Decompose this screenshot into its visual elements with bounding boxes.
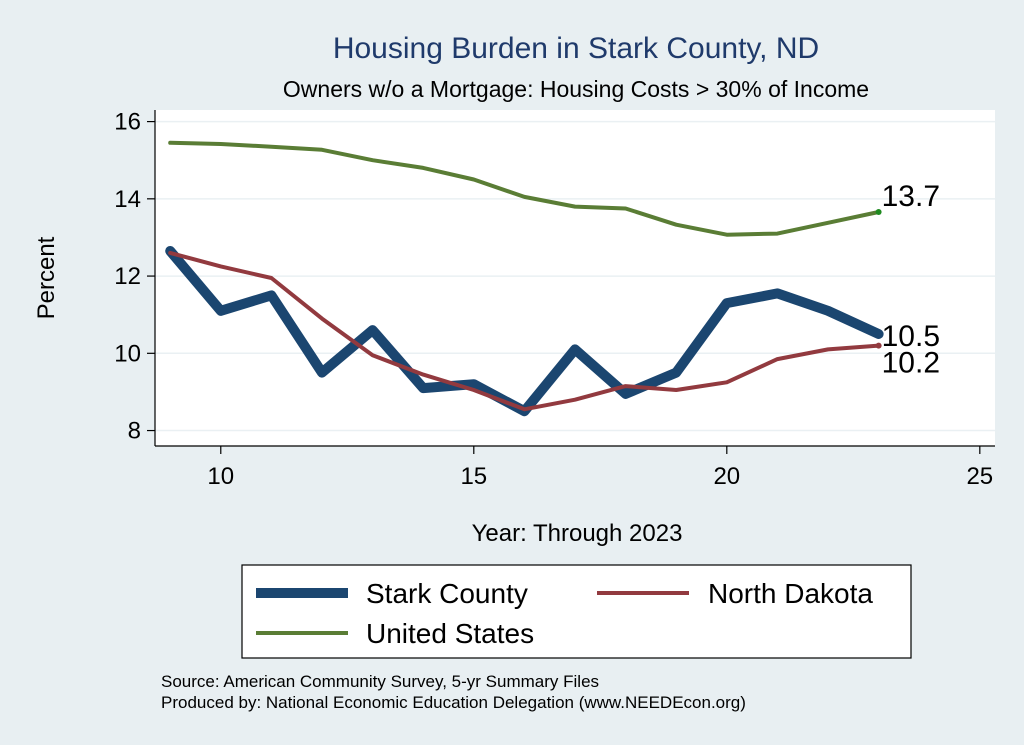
plot-area [155,110,995,446]
y-tick-label-12: 12 [114,263,141,290]
series-group [165,140,884,417]
y-tick-label-10: 10 [114,340,141,367]
x-tick-label-20: 20 [713,463,740,490]
legend-label-united-states: United States [366,618,534,649]
end-label-north-dakota: 10.2 [882,347,940,380]
y-tick-label-14: 14 [114,186,141,213]
legend-box [241,564,912,659]
series-line-north-dakota [168,250,881,412]
end-point-united-states [875,208,882,215]
axes: 8 10 12 14 16 10 15 20 25 [114,109,995,490]
y-tick-label-8: 8 [128,418,141,445]
legend-label-stark-county: Stark County [366,578,528,609]
chart-subtitle: Owners w/o a Mortgage: Housing Costs > 3… [283,76,869,102]
chart-title: Housing Burden in Stark County, ND [333,32,819,65]
grid [155,120,995,432]
y-axis-label: Percent [33,236,60,319]
x-tick-label-25: 25 [966,463,993,490]
legend: Stark County North Dakota United States [241,564,912,659]
series-line-united-states [168,140,881,237]
x-axis-label: Year: Through 2023 [472,520,683,547]
y-tick-label-16: 16 [114,109,141,136]
end-label-united-states: 13.7 [882,180,940,213]
source-line-1: Source: American Community Survey, 5-yr … [161,672,599,691]
end-labels: 10.510.2 13.7 [875,180,940,380]
end-point-north-dakota [875,342,882,349]
legend-label-north-dakota: North Dakota [708,578,873,609]
end-label-stark-county: 10.5 [882,320,940,353]
end-point-stark-county [875,331,882,337]
x-tick-label-10: 10 [207,463,234,490]
source-line-2: Produced by: National Economic Education… [161,693,746,712]
x-tick-label-15: 15 [460,463,487,490]
